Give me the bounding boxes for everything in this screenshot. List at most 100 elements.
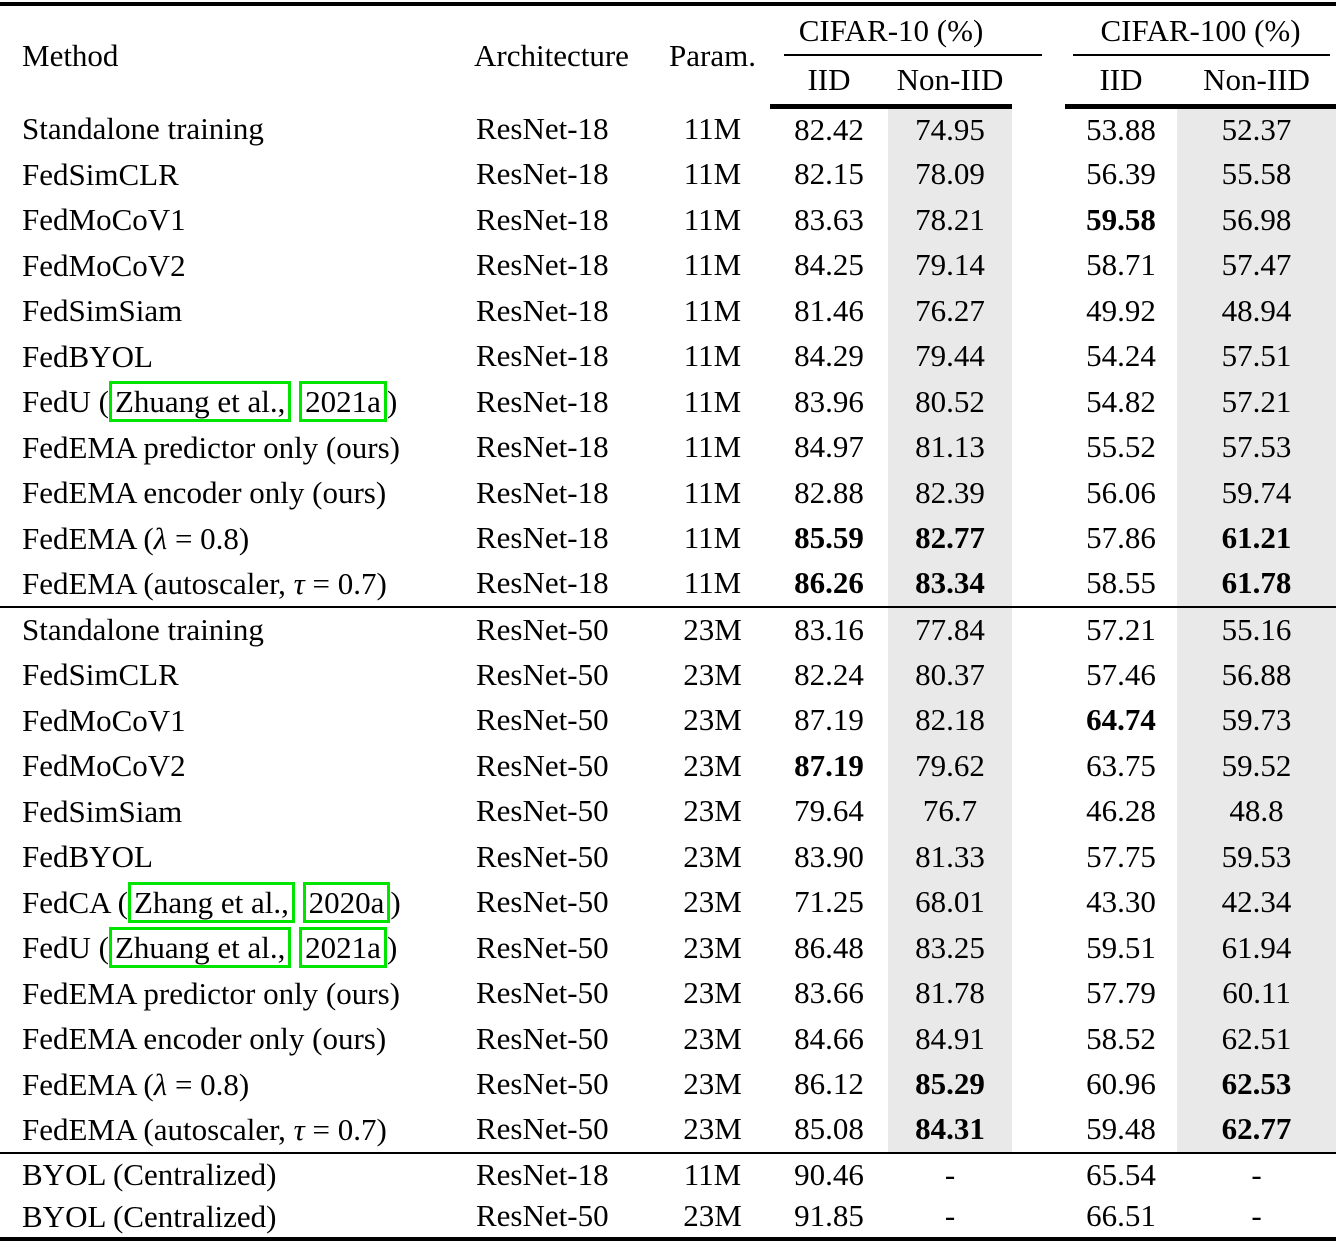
method-cell: Standalone training	[0, 106, 470, 152]
architecture-cell: ResNet-18	[470, 1151, 655, 1196]
value-cell: 58.52	[1086, 1020, 1156, 1056]
architecture-cell: ResNet-50	[476, 1198, 609, 1233]
architecture-cell: ResNet-50	[476, 1066, 609, 1102]
column-gap	[1012, 925, 1066, 971]
table-row: FedU (Zhuang et al., 2021a) ResNet-50 23M 8…	[0, 925, 1336, 971]
method-cell: FedSimCLR	[0, 652, 470, 698]
citation-link[interactable]: Zhang et al.,	[127, 881, 295, 923]
value-cell: 78.21	[888, 197, 1013, 243]
param-cell: 11M	[683, 474, 742, 510]
value-cell: 59.51	[1086, 929, 1156, 965]
group-underline	[1073, 54, 1331, 56]
method-label: Standalone training	[22, 612, 264, 648]
method-cell: BYOL (Centralized)	[0, 1196, 470, 1239]
method-label: FedMoCoV1	[22, 702, 186, 738]
method-label: )	[386, 930, 398, 966]
citation-link[interactable]: 2021a	[299, 381, 387, 423]
citation-link[interactable]: 2020a	[302, 881, 391, 923]
method-label: = 0.7)	[304, 1111, 387, 1147]
architecture-cell: ResNet-50	[476, 1111, 609, 1147]
table-row: FedEMA encoder only (ours) ResNet-18 11M 82…	[0, 470, 1336, 516]
param-cell: 23M	[683, 747, 742, 783]
column-gap	[1012, 879, 1066, 925]
param-cell: 23M	[683, 1198, 742, 1233]
value-cell: 60.96	[1086, 1066, 1156, 1102]
citation-link[interactable]: Zhuang et al.,	[108, 927, 292, 969]
param-cell: 11M	[683, 338, 742, 374]
architecture-cell: ResNet-18	[476, 383, 609, 419]
column-gap	[1012, 1151, 1066, 1196]
value-cell: 84.29	[794, 338, 864, 374]
param-cell: 11M	[683, 156, 742, 192]
method-cell: FedSimSiam	[0, 288, 470, 334]
value-cell: 76.27	[888, 288, 1013, 334]
value-cell: 55.16	[1177, 605, 1336, 652]
method-label: FedMoCoV2	[22, 748, 186, 784]
param-cell: 23M	[683, 1020, 742, 1056]
method-label: FedEMA (autoscaler,	[22, 1111, 294, 1147]
method-label: Standalone training	[22, 111, 264, 147]
value-cell: 85.29	[888, 1061, 1013, 1107]
param-cell: 23M	[683, 975, 742, 1011]
method-label	[295, 885, 303, 920]
value-cell: 62.77	[1177, 1107, 1336, 1153]
value-cell: 57.21	[1065, 605, 1178, 652]
value-cell: 77.84	[888, 605, 1013, 652]
column-gap	[1012, 652, 1066, 698]
table-body: Standalone training ResNet-18 11M 82.42 74.9…	[0, 106, 1336, 1239]
value-cell: 53.88	[1086, 112, 1156, 147]
value-cell: 82.15	[794, 156, 864, 192]
value-cell: 48.8	[1177, 788, 1336, 834]
table-row: BYOL (Centralized) ResNet-50 23M 91.85 - 66.5…	[0, 1195, 1336, 1239]
method-cell: FedEMA (autoscaler, τ = 0.7)	[0, 561, 470, 607]
header-row-sub: IID Non-IID IID Non-IID	[0, 56, 1336, 109]
value-cell: 83.25	[888, 925, 1013, 971]
value-cell: 61.78	[1177, 561, 1336, 607]
architecture-cell: ResNet-50	[476, 747, 609, 783]
value-cell: 55.52	[1086, 429, 1156, 465]
method-cell: FedMoCoV1	[0, 698, 470, 744]
table-row: Standalone training ResNet-50 23M 83.16 77.8…	[0, 605, 1336, 652]
method-label: = 0.7)	[304, 565, 387, 601]
value-cell: 46.28	[1086, 793, 1156, 829]
architecture-cell: ResNet-18	[476, 520, 609, 556]
method-cell: BYOL (Centralized)	[0, 1151, 470, 1196]
value-cell: 60.11	[1177, 970, 1336, 1016]
method-cell: FedEMA predictor only (ours)	[0, 971, 470, 1017]
architecture-cell: ResNet-50	[476, 838, 609, 874]
value-cell: 61.94	[1177, 925, 1336, 971]
param-cell: 11M	[655, 1151, 770, 1196]
value-cell: 59.48	[1086, 1111, 1156, 1147]
column-gap	[1012, 1195, 1066, 1239]
column-gap	[1012, 151, 1066, 197]
value-cell: 83.96	[794, 383, 864, 419]
method-label: λ	[153, 1066, 168, 1102]
col-header-param: Param.	[669, 38, 756, 73]
architecture-cell: ResNet-18	[476, 338, 609, 374]
column-gap	[1012, 379, 1066, 425]
param-cell: 23M	[655, 605, 770, 652]
method-cell: Standalone training	[0, 605, 470, 652]
value-cell: 57.51	[1177, 333, 1336, 379]
table-row: FedSimCLR ResNet-18 11M 82.15 78.09 56.39 55.5…	[0, 151, 1336, 197]
value-cell: 52.37	[1177, 106, 1336, 152]
group-underline	[784, 54, 1043, 56]
method-label: FedBYOL	[22, 338, 153, 374]
value-cell: 56.39	[1086, 156, 1156, 192]
param-cell: 23M	[683, 656, 742, 692]
value-cell: 62.51	[1177, 1016, 1336, 1062]
value-cell: 85.59	[794, 520, 864, 556]
method-cell: FedEMA (λ = 0.8)	[0, 1062, 470, 1108]
method-label: FedU (	[22, 930, 109, 966]
table-row: FedBYOL ResNet-18 11M 84.29 79.44 54.24 57.51	[0, 333, 1336, 379]
citation-link[interactable]: 2021a	[299, 927, 387, 969]
value-cell: 57.47	[1177, 242, 1336, 288]
citation-link[interactable]: Zhuang et al.,	[108, 381, 292, 423]
method-label: FedU (	[22, 384, 109, 420]
col-group-cifar100-label: CIFAR-100 (%)	[1100, 13, 1301, 48]
column-gap	[1012, 1016, 1066, 1062]
col-header-cifar100-iid: IID	[1065, 56, 1178, 109]
value-cell: 54.82	[1086, 383, 1156, 419]
value-cell: 58.55	[1086, 565, 1156, 601]
